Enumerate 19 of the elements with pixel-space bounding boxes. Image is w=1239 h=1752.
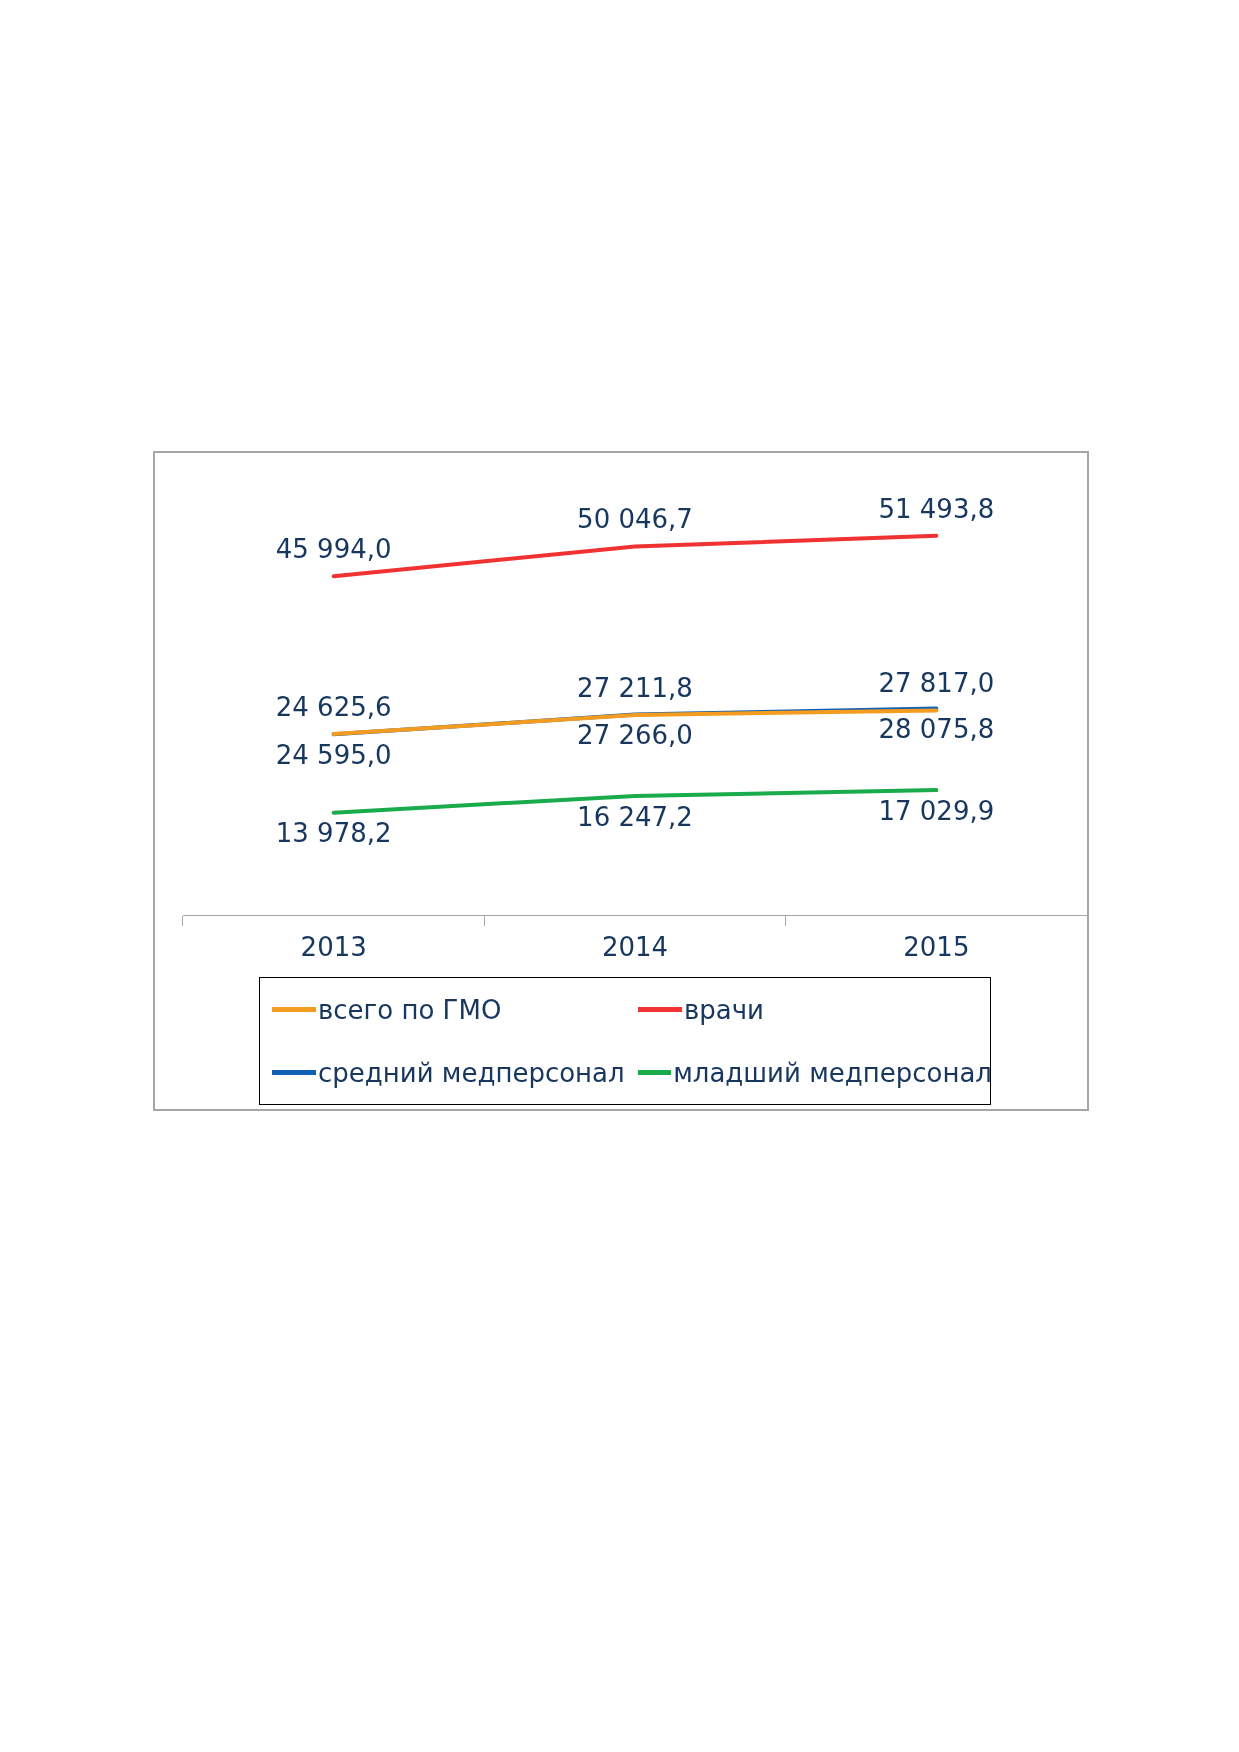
- data-label: 50 046,7: [577, 504, 693, 535]
- data-label: 24 595,0: [275, 740, 392, 771]
- data-label: 28 075,8: [878, 714, 995, 745]
- data-label: 17 029,9: [878, 795, 995, 826]
- x-tick-label: 2015: [903, 932, 970, 963]
- data-label: 45 994,0: [275, 534, 392, 565]
- data-label: 27 211,8: [577, 672, 693, 703]
- data-label: 27 817,0: [878, 668, 995, 699]
- x-tick-label: 2013: [300, 932, 367, 963]
- x-tick-label: 2014: [601, 932, 669, 963]
- data-label: 16 247,2: [577, 801, 693, 832]
- data-label: 24 625,6: [275, 691, 392, 722]
- legend-label: всего по ГМО: [318, 994, 502, 1025]
- legend-label: средний медперсонал: [318, 1057, 625, 1088]
- data-label: 13 978,2: [275, 818, 392, 849]
- legend-label: врачи: [684, 994, 765, 1025]
- data-label: 27 266,0: [577, 720, 693, 751]
- legend-label: младший медперсонал: [673, 1057, 992, 1088]
- data-label: 51 493,8: [878, 493, 995, 524]
